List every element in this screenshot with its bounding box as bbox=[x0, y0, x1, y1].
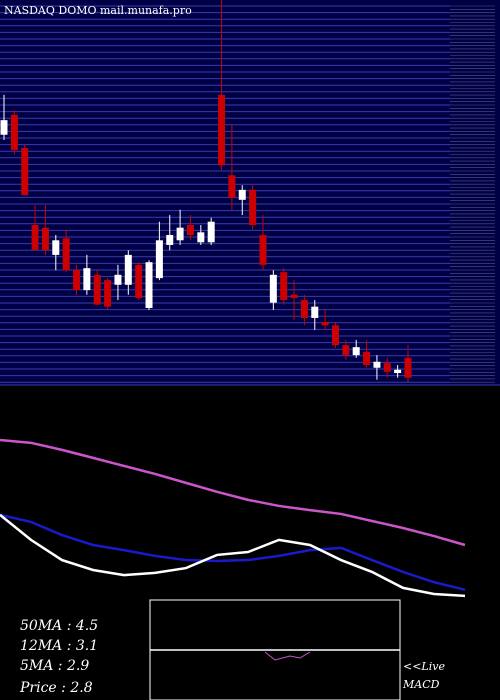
candle-body bbox=[93, 274, 101, 305]
candle-body bbox=[176, 227, 184, 241]
candle-body bbox=[300, 300, 308, 318]
ma-label: 12MA : 3.1 bbox=[20, 638, 98, 654]
candle-body bbox=[311, 306, 319, 318]
candle-body bbox=[155, 240, 163, 279]
ma-label: 5MA : 2.9 bbox=[20, 658, 89, 674]
ma-line bbox=[0, 513, 466, 598]
live-label: <<Live bbox=[403, 660, 445, 673]
ma-line bbox=[0, 513, 466, 592]
ma-line bbox=[0, 438, 466, 547]
candle-body bbox=[373, 361, 381, 368]
candle-body bbox=[52, 240, 60, 255]
candle-body bbox=[207, 221, 215, 243]
candle-body bbox=[238, 189, 246, 200]
chart-title: NASDAQ DOMO mail.munafa.pro bbox=[4, 4, 192, 17]
grid bbox=[0, 5, 500, 386]
candle-body bbox=[41, 227, 49, 251]
candle-body bbox=[394, 369, 402, 374]
candle-body bbox=[331, 325, 339, 346]
candle-body bbox=[280, 272, 288, 301]
candle-body bbox=[135, 264, 143, 299]
candle-body bbox=[31, 225, 39, 251]
candle-body bbox=[0, 120, 8, 135]
candle-body bbox=[259, 234, 267, 265]
candle-body bbox=[197, 232, 205, 243]
candle-body bbox=[321, 321, 329, 326]
candle-body bbox=[104, 280, 112, 307]
candle-body bbox=[124, 254, 132, 285]
candle-body bbox=[186, 225, 194, 235]
candle-body bbox=[83, 268, 91, 291]
candle-body bbox=[166, 234, 174, 245]
candle-body bbox=[383, 363, 391, 372]
macd-label: MACD bbox=[402, 678, 440, 691]
candle-body bbox=[73, 270, 81, 291]
candle-body bbox=[10, 114, 18, 151]
candle-body bbox=[363, 351, 371, 366]
candle-body bbox=[342, 345, 350, 356]
candle-body bbox=[145, 262, 153, 308]
candle-body bbox=[290, 294, 298, 299]
candle-body bbox=[352, 347, 360, 356]
candle-body bbox=[228, 175, 236, 198]
candle-body bbox=[114, 274, 122, 285]
ma-label: 50MA : 4.5 bbox=[20, 618, 98, 634]
candle-body bbox=[62, 238, 70, 271]
candle-body bbox=[21, 148, 29, 196]
price-label: Price : 2.8 bbox=[19, 680, 93, 696]
candle-body bbox=[404, 357, 412, 378]
candle-body bbox=[218, 94, 226, 166]
macd-line bbox=[264, 651, 311, 661]
candle-body bbox=[269, 274, 277, 303]
candle-body bbox=[249, 189, 257, 226]
